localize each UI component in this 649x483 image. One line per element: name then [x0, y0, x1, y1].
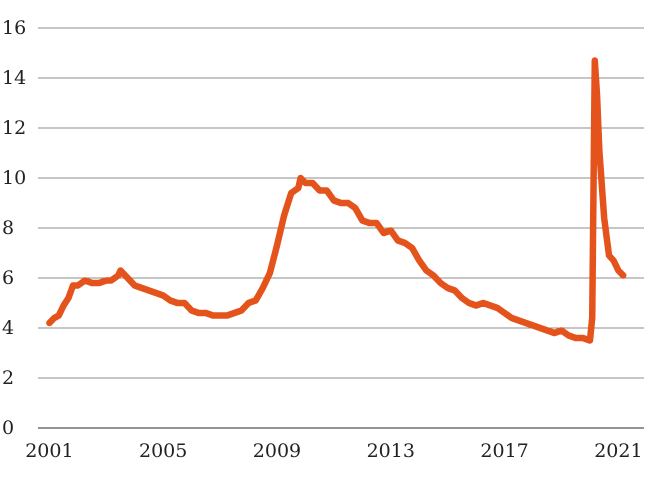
y-axis-ticks: 0 2 4 6 8 10 12 14 16 [2, 17, 26, 439]
x-tick-label: 2013 [367, 440, 415, 462]
y-tick-label: 14 [2, 67, 26, 89]
x-tick-label: 2001 [25, 440, 73, 462]
gridlines [38, 27, 644, 429]
x-tick-label: 2017 [480, 440, 528, 462]
series-group [46, 57, 627, 344]
series-line [46, 57, 627, 344]
y-tick-label: 8 [2, 217, 14, 239]
y-tick-label: 10 [2, 167, 26, 189]
y-tick-label: 16 [2, 17, 26, 39]
x-tick-label: 2009 [253, 440, 301, 462]
y-tick-label: 4 [2, 317, 14, 339]
y-tick-label: 6 [2, 267, 14, 289]
y-tick-label: 0 [2, 417, 14, 439]
x-axis-ticks: 2001 2005 2009 2013 2017 2021 [25, 440, 642, 462]
x-tick-label: 2021 [594, 440, 642, 462]
y-tick-label: 2 [2, 367, 14, 389]
x-tick-label: 2005 [139, 440, 187, 462]
y-tick-label: 12 [2, 117, 26, 139]
